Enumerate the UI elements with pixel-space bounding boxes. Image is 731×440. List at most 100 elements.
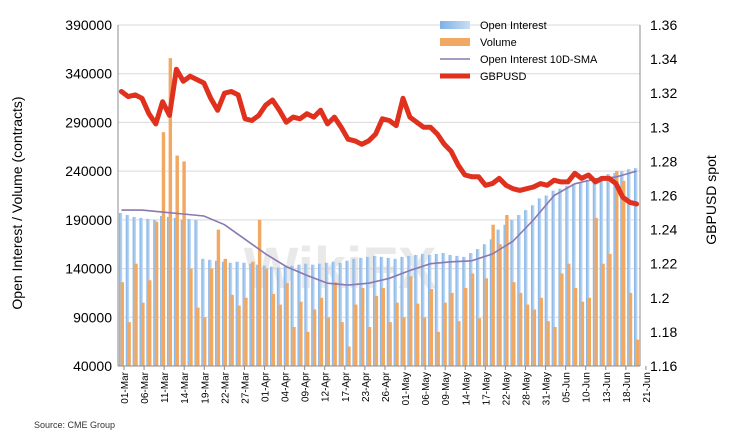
x-tick-label: 23-Apr: [361, 371, 372, 402]
axes: [117, 25, 647, 370]
x-tick-label: 26-Apr: [381, 371, 392, 402]
x-tick-label: 27-Mar: [240, 371, 251, 403]
volume-bar: [134, 263, 138, 366]
x-tick-label: 18-Jun: [622, 372, 633, 403]
y-left-tick-label: 190000: [65, 212, 112, 228]
volume-bar: [525, 304, 530, 366]
volume-bar: [148, 280, 152, 366]
open-interest-bar: [345, 260, 349, 366]
y-right-tick-label: 1.26: [650, 188, 677, 204]
volume-bar: [635, 339, 640, 366]
x-tick-label: 04-Apr: [281, 371, 292, 402]
volume-bar: [470, 273, 475, 366]
x-tick-label: 17-May: [481, 372, 492, 405]
volume-bar: [463, 288, 468, 366]
volume-bar: [347, 346, 351, 366]
volume-bar: [237, 305, 241, 366]
open-interest-bar: [524, 210, 528, 366]
volume-bar: [621, 180, 626, 366]
volume-bar: [182, 161, 186, 366]
volume-bar: [491, 224, 495, 366]
y-right-tick-label: 1.18: [650, 324, 677, 340]
volume-bar: [196, 307, 200, 366]
volume-bar: [312, 309, 317, 366]
volume-bar: [498, 244, 502, 366]
tick-labels: 40000 90000 140000 190000 240000 290000 340000…: [65, 17, 677, 405]
legend: Open Interest Volume Open Interest 10D-SMA…: [440, 20, 598, 83]
open-interest-bar: [585, 179, 590, 366]
legend-label: Volume: [480, 37, 517, 49]
y-right-tick-label: 1.32: [650, 85, 677, 101]
x-tick-label: 28-May: [521, 372, 532, 405]
volume-bar: [512, 282, 516, 366]
y-right-tick-label: 1.3: [650, 119, 670, 135]
volume-bar: [587, 297, 592, 366]
volume-bar: [505, 214, 509, 366]
legend-swatch-volume: [440, 38, 470, 46]
volume-bar: [333, 282, 337, 366]
y-right-tick-label: 1.34: [650, 51, 677, 67]
volume-bar: [271, 293, 276, 366]
x-tick-label: 01-May: [401, 372, 412, 405]
volume-bar: [223, 258, 228, 366]
open-interest-bar: [572, 183, 576, 366]
source-note: Source: CME Group: [34, 420, 116, 430]
x-tick-label: 01-Mar: [120, 371, 131, 403]
y-right-tick-label: 1.28: [650, 153, 677, 169]
x-tick-label: 22-Mar: [220, 371, 231, 403]
volume-bar: [381, 288, 385, 366]
volume-bar: [608, 253, 612, 366]
x-tick-label: 14-Mar: [180, 371, 191, 403]
legend-label: Open Interest: [480, 20, 547, 32]
open-interest-bar: [366, 256, 370, 366]
volume-bar: [216, 229, 221, 366]
volume-bar: [443, 302, 447, 366]
open-interest-bar: [125, 214, 130, 366]
volume-bar: [560, 273, 564, 366]
y-left-tick-label: 390000: [65, 17, 112, 33]
x-tick-label: 06-May: [421, 372, 432, 405]
open-interest-bar: [304, 263, 308, 366]
line-series: [118, 66, 640, 286]
volume-bar: [354, 304, 358, 366]
volume-bar: [244, 297, 248, 366]
y-left-tick-label: 140000: [65, 261, 112, 277]
volume-bar: [484, 278, 489, 366]
y-right-tick-label: 1.22: [650, 256, 677, 272]
volume-bar: [594, 217, 598, 366]
volume-bar: [553, 327, 557, 366]
volume-bar: [518, 292, 523, 366]
open-interest-bar: [455, 255, 459, 366]
x-tick-label: 21-Jun: [642, 372, 653, 403]
volume-bar: [120, 282, 124, 366]
volume-bar: [546, 321, 550, 366]
volume-bar: [415, 303, 420, 366]
open-interest-bar: [194, 219, 198, 366]
y-left-tick-label: 90000: [73, 309, 112, 325]
volume-bar: [209, 268, 214, 366]
open-interest-bar: [434, 253, 439, 366]
open-interest-bar: [634, 168, 638, 366]
open-interest-bar: [400, 256, 404, 366]
x-tick-label: 10-Jun: [582, 372, 593, 403]
open-interest-bar: [551, 190, 556, 366]
legend-label: GBPUSD: [480, 71, 527, 83]
x-tick-label: 06-Mar: [140, 371, 151, 403]
open-interest-bar: [579, 181, 583, 366]
x-tick-label: 17-Apr: [341, 371, 352, 402]
volume-bar: [395, 302, 399, 366]
volume-bar: [539, 297, 543, 366]
gbpusd-line: [118, 66, 640, 207]
x-tick-label: 01-Apr: [261, 371, 272, 402]
y-right-tick-label: 1.36: [650, 17, 677, 33]
y-right-tick-label: 1.24: [650, 222, 677, 238]
open-interest-bar: [139, 217, 143, 366]
volume-bar: [477, 318, 482, 366]
volume-bar: [292, 327, 296, 366]
legend-label: Open Interest 10D-SMA: [480, 54, 598, 66]
volume-bar: [402, 317, 406, 366]
x-tick-label: 05-Jun: [562, 372, 573, 403]
volume-bar: [305, 331, 310, 366]
volume-bar: [340, 322, 344, 366]
